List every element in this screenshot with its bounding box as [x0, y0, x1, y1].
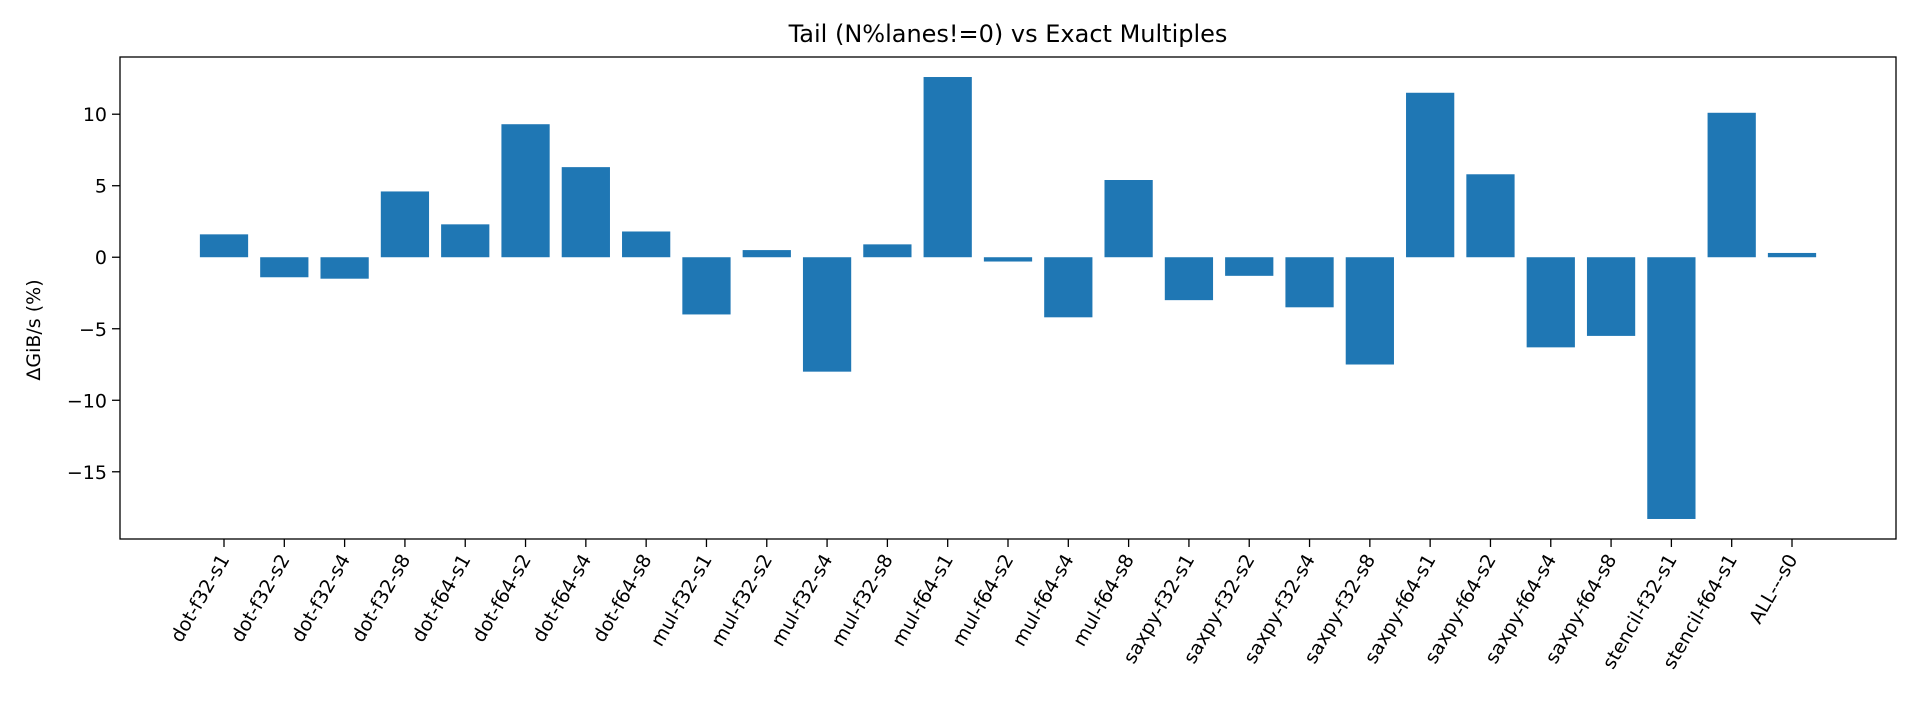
bar-dot-f64-s1: [441, 224, 490, 258]
bar-dot-f64-s4: [561, 167, 610, 258]
y-axis-title: ΔGiB/s (%): [23, 279, 45, 380]
x-tick-label: dot-f32-s2: [227, 551, 295, 647]
x-tick-label: dot-f64-s1: [408, 551, 476, 647]
y-tick-label: 10: [83, 104, 107, 126]
x-tick-label: mul-f32-s8: [827, 551, 897, 651]
bar-stencil-f64-s1: [1707, 112, 1756, 258]
bar-mul-f64-s8: [1104, 180, 1153, 258]
bar-saxpy-f32-s1: [1164, 257, 1214, 301]
bars-layer: [199, 77, 1817, 519]
bar-mul-f32-s4: [802, 257, 852, 372]
bar-dot-f64-s8: [622, 231, 671, 258]
x-ticks-layer: dot-f32-s1dot-f32-s2dot-f32-s4dot-f32-s8…: [166, 539, 1802, 673]
x-tick-label: mul-f32-s4: [767, 551, 837, 651]
y-tick-label: −5: [79, 319, 107, 341]
y-tick-label: 0: [95, 247, 107, 269]
bar-mul-f64-s2: [983, 257, 1033, 262]
x-tick-label: mul-f64-s8: [1069, 551, 1139, 651]
x-tick-label: mul-f64-s2: [948, 551, 1018, 651]
bar-saxpy-f32-s2: [1225, 257, 1274, 276]
x-tick-label: mul-f32-s1: [647, 551, 717, 651]
bar-saxpy-f32-s4: [1285, 257, 1334, 308]
bar-mul-f64-s4: [1044, 257, 1093, 318]
bar-mul-f32-s1: [682, 257, 731, 315]
x-tick-label: dot-f32-s1: [166, 551, 234, 647]
bar-dot-f32-s8: [380, 191, 430, 258]
x-tick-label: mul-f64-s4: [1008, 551, 1078, 651]
bar-mul-f64-s1: [923, 77, 972, 258]
bar-saxpy-f32-s8: [1345, 257, 1394, 365]
plot-frame: [119, 56, 1897, 540]
x-tick-label: dot-f32-s8: [347, 551, 415, 647]
x-tick-label: mul-f64-s1: [888, 551, 958, 651]
y-tick-label: 5: [95, 176, 107, 198]
y-tick-label: −10: [67, 390, 107, 412]
bar-saxpy-f64-s2: [1466, 174, 1515, 258]
bar-saxpy-f64-s1: [1406, 92, 1455, 258]
y-tick-label: −15: [67, 462, 107, 484]
x-tick-label: ALL---s0: [1745, 551, 1802, 628]
bar-saxpy-f64-s8: [1586, 257, 1636, 336]
x-tick-label: dot-f64-s8: [589, 551, 657, 647]
bar-mul-f32-s8: [863, 244, 912, 258]
bar-mul-f32-s2: [742, 250, 791, 258]
bar-saxpy-f64-s4: [1526, 257, 1575, 348]
bar-ALL---s0: [1767, 252, 1817, 258]
x-tick-label: mul-f32-s2: [707, 551, 777, 651]
chart-title: Tail (N%lanes!=0) vs Exact Multiples: [788, 20, 1228, 48]
bar-stencil-f32-s1: [1647, 257, 1696, 519]
y-ticks-layer: 10 5 0 −5 −10 −15: [67, 104, 120, 484]
bar-dot-f32-s4: [320, 257, 369, 279]
bar-dot-f64-s2: [501, 124, 550, 258]
x-tick-label: dot-f32-s4: [287, 551, 355, 647]
bar-dot-f32-s1: [199, 234, 249, 258]
x-tick-label: dot-f64-s2: [468, 551, 536, 647]
x-tick-label: dot-f64-s4: [528, 551, 596, 647]
bar-dot-f32-s2: [260, 257, 309, 278]
